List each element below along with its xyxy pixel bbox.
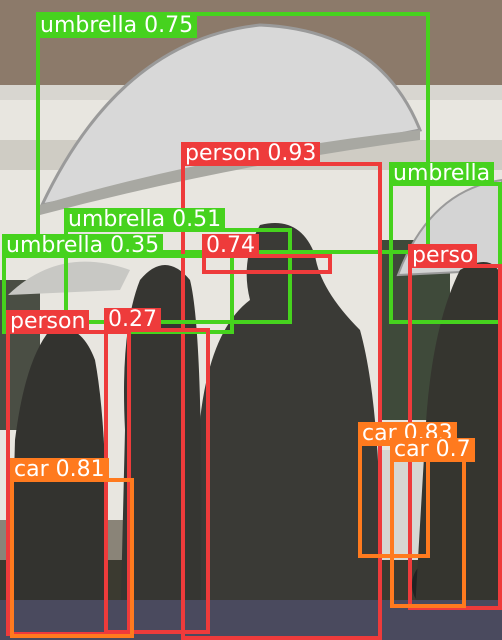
detection-label: 0.74 (202, 234, 259, 258)
detection-box-person: 0.74 (202, 234, 332, 274)
detection-label: umbrella (389, 162, 495, 186)
detection-label: umbrella 0.35 (2, 234, 164, 258)
detection-label: perso (408, 244, 478, 268)
detection-label: umbrella 0.51 (64, 208, 226, 232)
detection-box-car: car 0.81 (10, 458, 134, 638)
detection-box-umbrella: umbrella 0.51 (64, 208, 292, 324)
detection-box-person: person 0.93 (181, 142, 382, 640)
detection-box-car: car 0.7 (390, 438, 475, 608)
detection-label: person (6, 310, 90, 334)
detection-label: umbrella 0.75 (36, 14, 198, 38)
detection-label: car 0.7 (390, 438, 475, 462)
detection-label: person 0.93 (181, 142, 321, 166)
detection-label: 0.27 (104, 308, 161, 332)
detection-box-umbrella: umbrella (389, 162, 502, 324)
detection-label: car 0.81 (10, 458, 109, 482)
